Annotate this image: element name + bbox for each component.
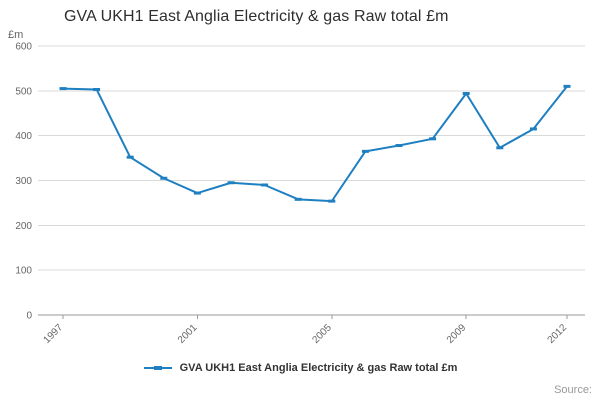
svg-text:2012: 2012 <box>546 322 570 346</box>
svg-text:300: 300 <box>15 176 32 187</box>
svg-text:1997: 1997 <box>42 322 66 346</box>
svg-text:2001: 2001 <box>176 322 200 346</box>
svg-text:100: 100 <box>15 266 32 277</box>
svg-text:2005: 2005 <box>310 322 334 346</box>
svg-text:200: 200 <box>15 221 32 232</box>
legend[interactable]: GVA UKH1 East Anglia Electricity & gas R… <box>0 362 600 374</box>
svg-text:0: 0 <box>26 311 32 322</box>
svg-text:600: 600 <box>15 42 32 53</box>
svg-text:2009: 2009 <box>445 322 469 346</box>
chart-title: GVA UKH1 East Anglia Electricity & gas R… <box>64 8 449 25</box>
svg-text:400: 400 <box>15 131 32 142</box>
legend-label: GVA UKH1 East Anglia Electricity & gas R… <box>179 362 458 374</box>
legend-line-icon <box>143 366 172 370</box>
y-axis-unit-label: £m <box>8 29 24 41</box>
svg-text:500: 500 <box>15 86 32 97</box>
source-label: Source: <box>554 384 592 396</box>
